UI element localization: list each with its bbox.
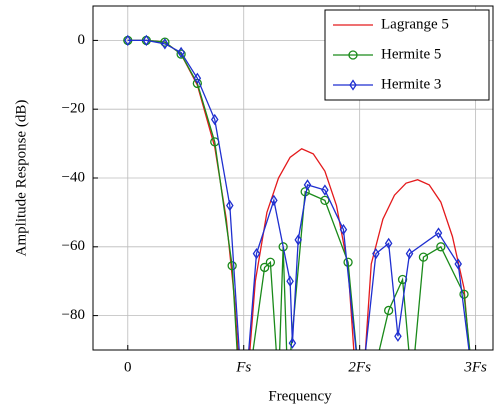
marker (418, 252, 429, 262)
marker (176, 49, 186, 59)
x-tick-label: 3Fs (463, 359, 487, 375)
marker (161, 38, 169, 50)
marker (259, 262, 270, 273)
plot-area (123, 34, 471, 350)
marker (294, 234, 302, 246)
legend-label: Hermite 5 (381, 46, 441, 62)
marker (384, 237, 393, 250)
y-tick-label: −40 (62, 169, 85, 185)
legend-marker (348, 50, 358, 60)
x-tick-label: 0 (124, 359, 132, 375)
marker (459, 289, 469, 299)
marker (177, 46, 185, 59)
marker (339, 223, 348, 236)
plot-frame (92, 5, 494, 351)
x-tick-label: 2Fs (348, 359, 371, 375)
y-axis-label: Amplitude Response (dB) (13, 100, 29, 257)
x-axis-label: Frequency (268, 388, 332, 404)
marker (226, 199, 234, 212)
marker (303, 179, 312, 191)
marker (160, 37, 170, 47)
marker (278, 242, 288, 252)
marker (124, 34, 132, 47)
legend-label: Lagrange 5 (381, 16, 449, 32)
legend-label: Hermite 3 (381, 76, 441, 92)
marker (210, 113, 219, 126)
marker (265, 257, 276, 267)
marker (343, 257, 353, 267)
marker (252, 248, 261, 260)
x-tick-label: Fs (235, 359, 251, 375)
marker (384, 305, 394, 316)
marker (405, 248, 414, 260)
y-tick-label: 0 (78, 32, 86, 48)
marker (454, 258, 462, 270)
marker (227, 261, 237, 271)
marker (288, 337, 297, 349)
marker (270, 194, 278, 207)
y-tick-label: −60 (62, 238, 85, 254)
marker (372, 248, 380, 260)
y-tick-label: −80 (62, 307, 85, 323)
marker (142, 34, 151, 47)
legend-marker (349, 79, 357, 91)
marker (321, 184, 329, 196)
marker (320, 195, 330, 206)
marker (397, 274, 408, 285)
y-tick-label: −20 (62, 101, 85, 117)
marker (434, 227, 443, 239)
marker (436, 242, 446, 252)
marker (193, 72, 202, 84)
marker (286, 275, 294, 287)
marker (394, 330, 402, 342)
